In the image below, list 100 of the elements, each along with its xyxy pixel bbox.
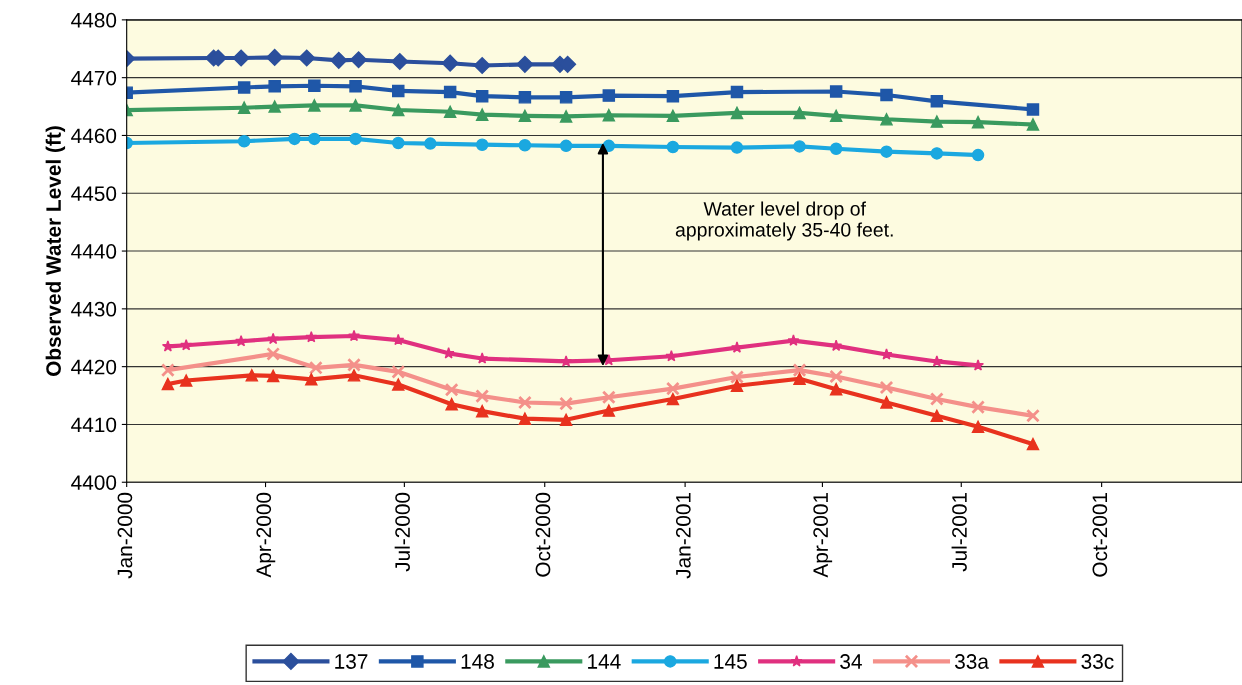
point (730, 370, 744, 384)
y-tick-label: 4480 (71, 12, 117, 28)
point (930, 147, 944, 160)
point (348, 329, 360, 342)
point (1026, 103, 1040, 116)
point (232, 49, 250, 67)
point (1026, 437, 1040, 451)
y-tick-label: 4470 (71, 70, 117, 86)
point (666, 89, 680, 103)
point (444, 382, 459, 397)
legend-label: 33a (954, 654, 989, 669)
point (602, 404, 616, 417)
point (308, 132, 321, 146)
point (793, 106, 806, 120)
point (475, 108, 489, 121)
point (237, 81, 251, 94)
point (930, 409, 944, 423)
point (347, 369, 361, 382)
legend-label: 137 (335, 654, 368, 669)
point (305, 373, 318, 386)
point (424, 137, 437, 150)
y-tick-label: 4460 (71, 128, 117, 144)
point (516, 55, 534, 73)
point (930, 95, 944, 108)
point (1026, 118, 1040, 131)
point (237, 101, 251, 114)
point (308, 79, 321, 93)
point (730, 379, 744, 392)
point (559, 91, 573, 104)
y-tick-label: 4430 (71, 301, 117, 317)
point (880, 113, 893, 126)
y-tick-label: 4410 (71, 417, 117, 433)
point (391, 52, 409, 71)
point (830, 339, 843, 352)
point (392, 378, 405, 391)
point (971, 420, 985, 434)
point (518, 412, 532, 425)
legend-label: 33c (1081, 654, 1114, 669)
point (1026, 408, 1040, 423)
point (392, 333, 405, 346)
point (787, 334, 800, 346)
point (518, 109, 532, 123)
point (473, 56, 491, 75)
point (245, 369, 259, 382)
x-tick-label: Oct-2000 (535, 492, 551, 577)
point (441, 54, 459, 72)
point (559, 110, 573, 123)
point (268, 80, 281, 93)
point (443, 105, 457, 119)
point (666, 140, 680, 154)
x-tick-label: Jul-2001 (951, 492, 967, 572)
point (602, 108, 616, 122)
point (665, 349, 678, 362)
point (929, 392, 944, 406)
y-tick-label: 4400 (71, 475, 117, 490)
point (971, 148, 985, 162)
point (160, 363, 175, 378)
point (179, 374, 193, 387)
point (392, 136, 405, 150)
point (266, 346, 281, 361)
point (266, 48, 284, 66)
legend-label: 148 (461, 654, 494, 669)
point (601, 390, 616, 405)
point (266, 369, 280, 383)
point (793, 372, 806, 386)
point (559, 139, 573, 153)
legend-label: 144 (588, 654, 621, 669)
point (347, 357, 361, 372)
point (298, 49, 316, 67)
point (161, 377, 175, 391)
y-tick-label: 4440 (71, 244, 117, 259)
x-tick-label: Jan-2001 (675, 492, 691, 579)
point (666, 109, 680, 123)
point (602, 89, 616, 102)
point (349, 132, 362, 146)
point (880, 396, 893, 409)
point (392, 103, 405, 117)
point (517, 395, 532, 410)
legend-label: 145 (714, 654, 747, 669)
point (330, 51, 348, 69)
point (268, 100, 281, 113)
point (559, 396, 574, 411)
y-axis-title: Observed Water Level (ft) (45, 126, 66, 376)
point (267, 332, 280, 345)
y-tick-label: 4450 (71, 186, 117, 202)
point (730, 85, 744, 99)
point (391, 364, 406, 379)
point (180, 339, 193, 351)
point (475, 404, 489, 418)
point (475, 138, 489, 151)
point (829, 109, 843, 123)
point (235, 334, 248, 347)
point (288, 132, 301, 146)
x-tick-label: Oct-2001 (1092, 492, 1108, 577)
x-tick-label: Jul-2000 (394, 492, 410, 572)
point (305, 330, 318, 343)
point (559, 413, 573, 427)
point (349, 99, 362, 112)
point (880, 88, 893, 102)
point (793, 140, 806, 153)
